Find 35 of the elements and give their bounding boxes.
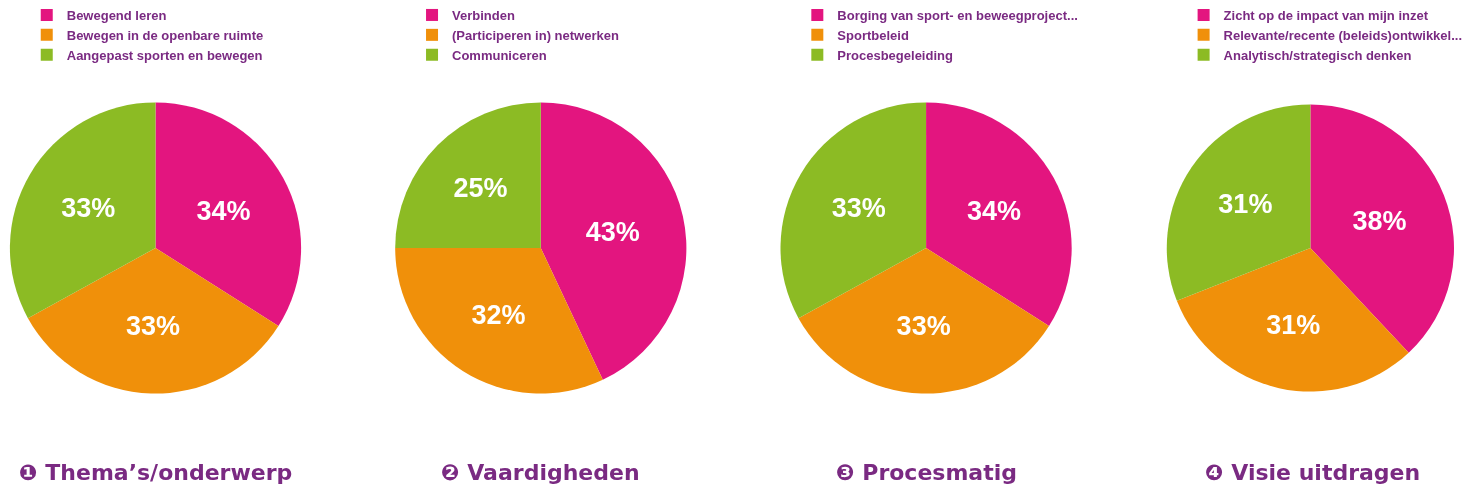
text: ❸ Procesmatig (836, 460, 1018, 485)
data-label: 31% (1218, 188, 1273, 219)
pie-slice (395, 248, 603, 394)
legend-label: Verbinden (452, 8, 515, 24)
pie-slice (798, 248, 1050, 394)
data-label: 34% (196, 195, 251, 226)
legend-label: Bewegend leren (66, 8, 167, 24)
data-label: 33% (896, 311, 951, 342)
legend-label: (Participeren in) netwerken (452, 27, 619, 43)
legend-label: Communiceren (452, 47, 547, 63)
data-label: 33% (61, 193, 116, 224)
data-label: 25% (453, 172, 508, 203)
data-label: 34% (967, 195, 1022, 226)
data-label: 43% (585, 216, 640, 247)
legend-label: Analytisch/strategisch denken (1223, 47, 1412, 63)
pie-slice (395, 102, 541, 248)
legend-label: Zicht op de impact van mijn inzet (1223, 8, 1429, 24)
data-label: 38% (1352, 205, 1407, 236)
text: ❷ Vaardigheden (441, 460, 640, 485)
legend-label: Bewegen in de openbare ruimte (66, 27, 264, 43)
legend-label: Sportbeleid (837, 27, 909, 43)
data-label: 32% (471, 299, 526, 330)
data-label: 31% (1266, 309, 1321, 340)
text: ❶ Thema’s/onderwerp (19, 460, 293, 485)
legend-label: Aangepast sporten en bewegen (66, 47, 263, 63)
pie-slice (1166, 104, 1311, 301)
legend-label: Relevante/recente (beleids)ontwikkel... (1223, 27, 1463, 43)
data-label: 33% (126, 311, 181, 342)
legend-label: Procesbegeleiding (837, 47, 953, 63)
pie-slice (27, 248, 279, 394)
pie-slice (1176, 248, 1409, 392)
data-label: 33% (831, 193, 886, 224)
pie-slice (540, 102, 687, 380)
legend-label: Borging van sport- en beweegproject... (837, 8, 1078, 24)
text: ❹ Visie uitdragen (1205, 460, 1421, 485)
